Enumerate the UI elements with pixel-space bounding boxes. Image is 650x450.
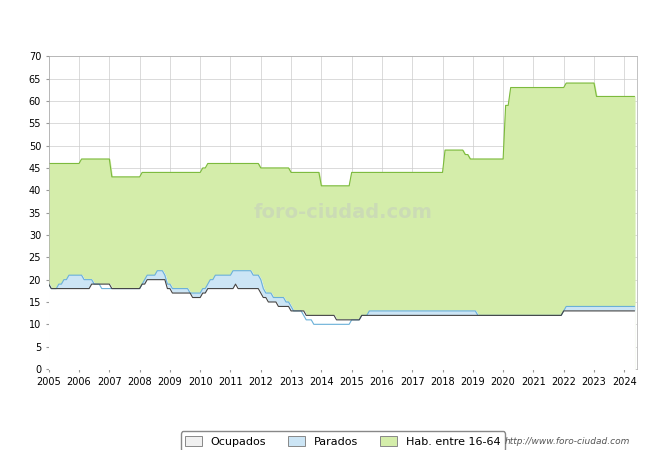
Legend: Ocupados, Parados, Hab. entre 16-64: Ocupados, Parados, Hab. entre 16-64 (181, 432, 505, 450)
Text: Villaldemiro - Evolucion de la poblacion en edad de Trabajar Mayo de 2024: Villaldemiro - Evolucion de la poblacion… (90, 13, 560, 26)
Text: foro-ciudad.com: foro-ciudad.com (254, 203, 432, 222)
Text: http://www.foro-ciudad.com: http://www.foro-ciudad.com (505, 436, 630, 446)
